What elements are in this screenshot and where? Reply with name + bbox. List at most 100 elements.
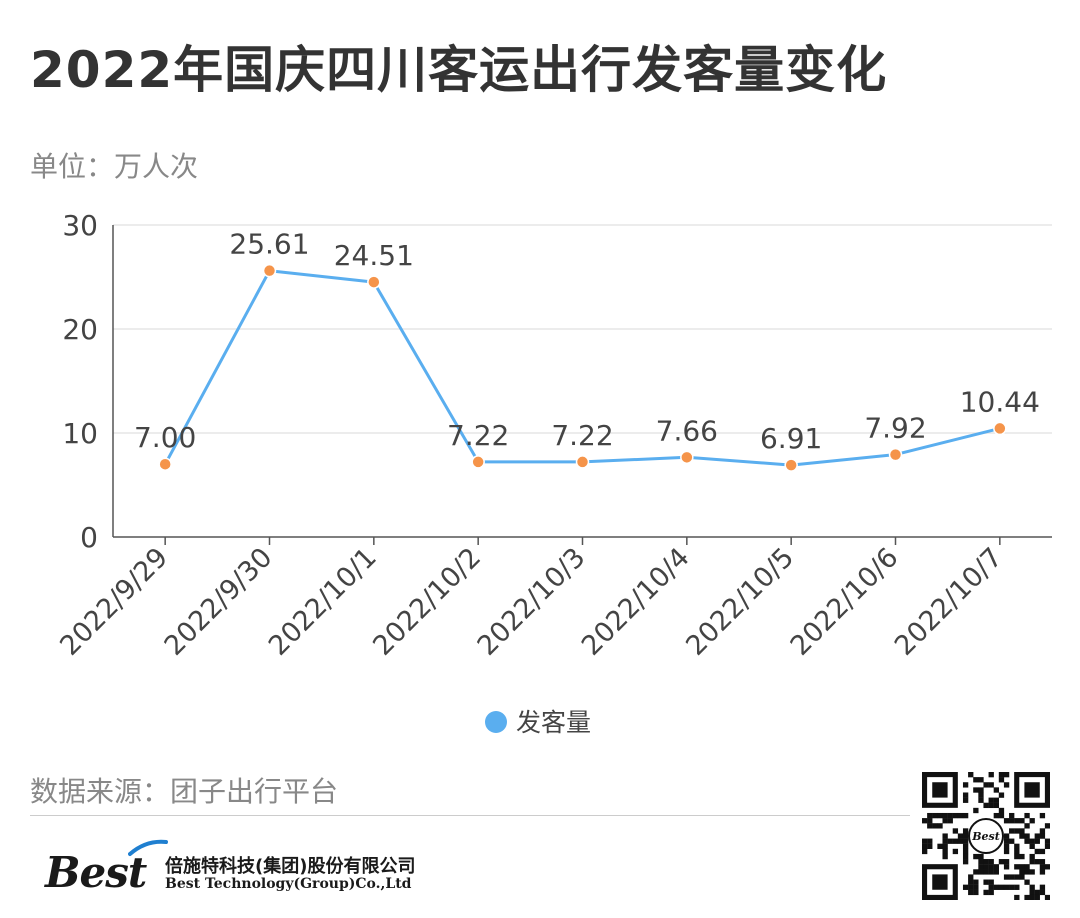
qr-module bbox=[978, 792, 984, 798]
qr-module bbox=[1014, 853, 1020, 860]
qr-module bbox=[1034, 838, 1040, 844]
qr-finder-core bbox=[1024, 782, 1040, 798]
qr-module bbox=[998, 859, 1005, 865]
qr-module bbox=[1044, 823, 1050, 829]
qr-module bbox=[1003, 772, 1010, 778]
qr-module bbox=[1039, 869, 1046, 875]
qr-module bbox=[1024, 879, 1030, 885]
qr-module bbox=[988, 859, 994, 865]
qr-module bbox=[957, 812, 964, 819]
brand-logo: Best bbox=[45, 848, 147, 897]
qr-module bbox=[998, 884, 1005, 890]
qr-module bbox=[1003, 843, 1010, 849]
qr-module bbox=[1039, 833, 1046, 839]
qr-module bbox=[1014, 864, 1020, 870]
qr-module bbox=[1014, 874, 1020, 880]
y-tick-label: 20 bbox=[62, 313, 98, 346]
legend-label: 发客量 bbox=[516, 708, 591, 737]
qr-module bbox=[983, 879, 989, 885]
data-point bbox=[575, 455, 590, 469]
qr-module bbox=[983, 889, 989, 896]
qr-module bbox=[978, 797, 984, 803]
qr-module bbox=[993, 869, 999, 875]
qr-module bbox=[1024, 823, 1030, 829]
qr-module bbox=[937, 812, 943, 819]
data-label: 25.61 bbox=[229, 228, 309, 261]
qr-module bbox=[973, 787, 979, 793]
qr-module bbox=[1014, 818, 1020, 824]
qr-module bbox=[993, 797, 999, 803]
qr-module bbox=[962, 797, 969, 803]
qr-module bbox=[1019, 864, 1025, 870]
qr-module bbox=[962, 848, 969, 855]
qr-module bbox=[1019, 869, 1025, 875]
qr-module bbox=[978, 853, 984, 860]
qr-module bbox=[1024, 838, 1030, 844]
qr-module bbox=[988, 772, 994, 778]
qr-module bbox=[1014, 843, 1020, 849]
unit-label: 单位：万人次 bbox=[30, 150, 199, 183]
qr-module bbox=[978, 859, 984, 865]
qr-module bbox=[1024, 833, 1030, 839]
qr-module bbox=[993, 812, 999, 819]
qr-module bbox=[1039, 812, 1046, 819]
qr-center-text: Best bbox=[971, 830, 1000, 843]
data-label: 7.00 bbox=[134, 421, 196, 454]
qr-module bbox=[1029, 859, 1035, 865]
qr-module bbox=[947, 812, 953, 819]
qr-module bbox=[1014, 894, 1020, 900]
qr-module bbox=[1034, 848, 1040, 855]
qr-module bbox=[968, 879, 974, 885]
qr-module bbox=[993, 864, 999, 870]
footer-divider bbox=[30, 815, 910, 816]
qr-module bbox=[988, 797, 994, 803]
qr-module bbox=[957, 838, 964, 844]
qr-module bbox=[1039, 828, 1046, 834]
qr-module bbox=[942, 838, 948, 844]
qr-module bbox=[927, 812, 933, 819]
qr-module bbox=[1003, 859, 1010, 865]
qr-module bbox=[922, 818, 928, 824]
qr-module bbox=[1014, 828, 1020, 834]
qr-module bbox=[988, 869, 994, 875]
qr-module bbox=[973, 853, 979, 860]
qr-module bbox=[1024, 869, 1030, 875]
company-name-en: Best Technology(Group)Co.,Ltd bbox=[165, 876, 412, 892]
qr-module bbox=[962, 884, 969, 890]
qr-module bbox=[1003, 818, 1010, 824]
qr-module bbox=[1029, 818, 1035, 824]
qr-module bbox=[988, 879, 994, 885]
qr-module bbox=[973, 807, 979, 814]
qr-module bbox=[932, 823, 938, 829]
qr-module bbox=[998, 777, 1005, 783]
qr-module bbox=[937, 843, 943, 849]
x-tick-label: 2022/10/5 bbox=[680, 542, 800, 662]
qr-module bbox=[988, 884, 994, 890]
qr-module bbox=[1039, 848, 1046, 855]
qr-module bbox=[942, 812, 948, 819]
data-point bbox=[367, 275, 381, 289]
qr-module bbox=[952, 838, 959, 844]
qr-module bbox=[983, 802, 989, 809]
qr-module bbox=[998, 807, 1005, 814]
qr-module bbox=[968, 889, 974, 896]
qr-module bbox=[942, 843, 948, 849]
qr-module bbox=[1014, 848, 1020, 855]
qr-module bbox=[968, 884, 974, 890]
qr-module bbox=[1024, 894, 1030, 900]
qr-center-badge bbox=[968, 818, 1004, 854]
qr-finder-core bbox=[932, 782, 948, 798]
qr-module bbox=[1029, 889, 1035, 896]
data-point bbox=[680, 450, 694, 465]
qr-module bbox=[983, 782, 989, 788]
qr-module bbox=[952, 812, 959, 819]
qr-module bbox=[983, 869, 989, 875]
qr-module bbox=[988, 782, 994, 788]
qr-module bbox=[1029, 894, 1035, 900]
data-label: 7.92 bbox=[864, 412, 926, 445]
qr-module bbox=[988, 889, 994, 896]
chart-title: 2022年国庆四川客运出行发客量变化 bbox=[30, 41, 888, 99]
qr-module bbox=[988, 802, 994, 809]
qr-module bbox=[1039, 864, 1046, 870]
data-label: 7.66 bbox=[656, 414, 718, 447]
